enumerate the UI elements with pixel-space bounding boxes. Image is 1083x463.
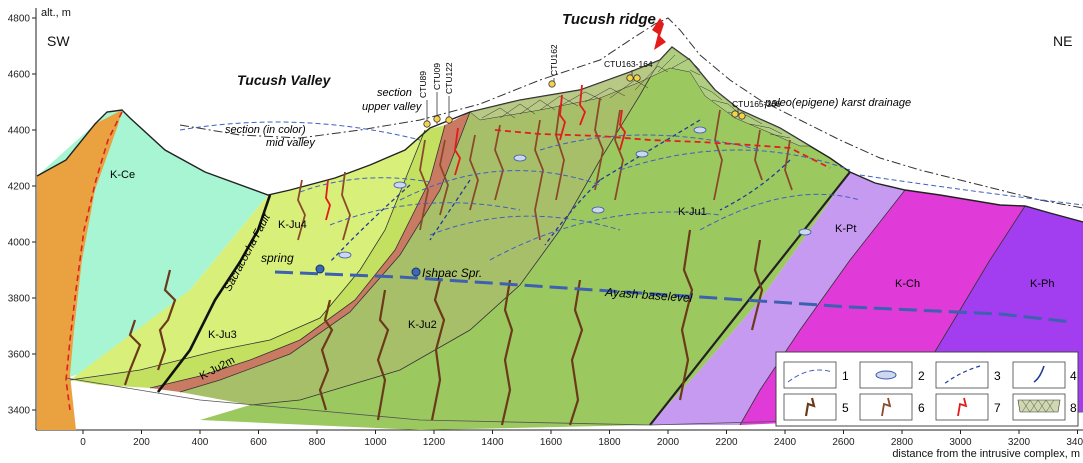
direction-left: SW (47, 33, 70, 49)
x-tick-label: 3400 (1066, 437, 1083, 448)
sample-label-ctu89: CTU89 (418, 71, 428, 98)
legend-3: 3 (994, 369, 1001, 383)
y-tick-label: 4400 (8, 126, 31, 137)
spring-dot (315, 264, 325, 274)
y-tick-label: 4200 (8, 182, 31, 193)
unit-label-kju2: K-Ju2 (408, 319, 437, 331)
unit-label-kju4: K-Ju4 (278, 219, 307, 231)
soil-cover-hatch (469, 46, 811, 147)
sacracocha-fault-line (156, 194, 272, 393)
legend-1: 1 (842, 369, 849, 383)
sample-label-ctu162: CTU162 (549, 44, 559, 76)
unit-label-kju3: K-Ju3 (208, 329, 237, 341)
intrusive-contact-line (65, 111, 123, 411)
x-tick-label: 0 (80, 437, 86, 448)
unit-kpt-area (650, 172, 905, 425)
legend-4: 4 (1070, 369, 1077, 383)
legend: 1 2 3 4 5 6 7 8 (775, 351, 1079, 427)
ridge-label: Tucush ridge (562, 11, 656, 28)
x-tick-label: 1200 (423, 437, 446, 448)
legend-8: 8 (1070, 401, 1077, 415)
y-tick-label: 4800 (8, 14, 31, 25)
x-tick-label: 1600 (540, 437, 563, 448)
unit-label-kch: K-Ch (895, 278, 920, 290)
x-tick-label: 1400 (481, 437, 504, 448)
unit-kju2-area (180, 60, 660, 405)
x-tick-label: 800 (309, 437, 326, 448)
x-tick-label: 2400 (774, 437, 797, 448)
karst-drainage-label: paleo(epigene) karst drainage (764, 97, 911, 109)
x-axis-title: distance from the intrusive complex, m (892, 448, 1080, 460)
sample-label-ctu163-164: CTU163-164 (604, 59, 653, 69)
ishpac-spring-dot (411, 267, 421, 277)
paleo-surface-outline (179, 17, 1083, 209)
sample-label-ctu09: CTU09 (432, 63, 442, 90)
y-tick-label: 4600 (8, 70, 31, 81)
section-mid-label-2: mid valley (266, 137, 316, 149)
dye-tracer-symbols (338, 126, 812, 259)
ayash-baselevel-line (274, 270, 1073, 324)
unit-label-kju1: K-Ju1 (678, 206, 707, 218)
section-upper-label-1: section (377, 87, 412, 99)
x-tick-label: 2200 (715, 437, 738, 448)
unit-label-kce: K-Ce (110, 169, 135, 181)
unit-label-kph: K-Ph (1030, 278, 1054, 290)
x-tick-label: 200 (133, 437, 150, 448)
baselevel-label: Ayash baselevel (604, 285, 693, 305)
section-upper-label-2: upper valley (362, 101, 423, 113)
legend-7: 7 (994, 401, 1001, 415)
paleo-karst-drainage-line (494, 129, 831, 169)
x-tick-label: 3200 (1008, 437, 1031, 448)
unit-kju4-area (70, 130, 425, 380)
sample-label-ctu122: CTU122 (444, 62, 454, 94)
sample-sites (423, 70, 746, 128)
unit-label-kpt: K-Pt (835, 223, 856, 235)
ridge-red-marker (652, 18, 666, 50)
groundwater-flowpaths (329, 119, 791, 263)
direction-right: NE (1053, 33, 1072, 49)
unit-kju2m-area (150, 112, 470, 392)
x-tick-label: 600 (250, 437, 267, 448)
x-tick-label: 2600 (832, 437, 855, 448)
x-tick-label: 1800 (598, 437, 621, 448)
y-tick-label: 3400 (8, 406, 31, 417)
y-axis: alt., m 4800 4600 4400 4200 4000 3800 3600 3400 (8, 7, 71, 430)
x-axis: 0 200 400 600 800 1000 1200 1400 1600 1800 2000 220… (36, 429, 1083, 460)
valley-label: Tucush Valley (237, 72, 332, 88)
y-tick-label: 4000 (8, 238, 31, 249)
legend-5: 5 (842, 401, 849, 415)
vadose-shafts (325, 84, 626, 221)
x-tick-label: 2800 (891, 437, 914, 448)
flow-arcs (179, 121, 1083, 261)
legend-6: 6 (918, 401, 925, 415)
shallow-karst-conduits (297, 97, 793, 241)
deep-karst-conduits (123, 229, 764, 426)
unit-kju3-area (70, 125, 445, 388)
x-tick-label: 1000 (364, 437, 387, 448)
sample-label-ctu165-166: CTU165-166 (732, 99, 781, 109)
x-tick-label: 2000 (657, 437, 680, 448)
y-tick-label: 3800 (8, 294, 31, 305)
unit-kju1-area (200, 47, 850, 430)
y-axis-title: alt., m (41, 7, 71, 19)
section-mid-label-1: section (in color) (225, 124, 306, 136)
x-tick-label: 3000 (949, 437, 972, 448)
legend-2: 2 (918, 369, 925, 383)
ishpac-label: Ishpac Spr. (422, 266, 482, 280)
spring-label: spring (261, 251, 294, 265)
unit-intrusive-area (37, 110, 122, 430)
x-tick-label: 400 (192, 437, 209, 448)
y-tick-label: 3600 (8, 350, 31, 361)
